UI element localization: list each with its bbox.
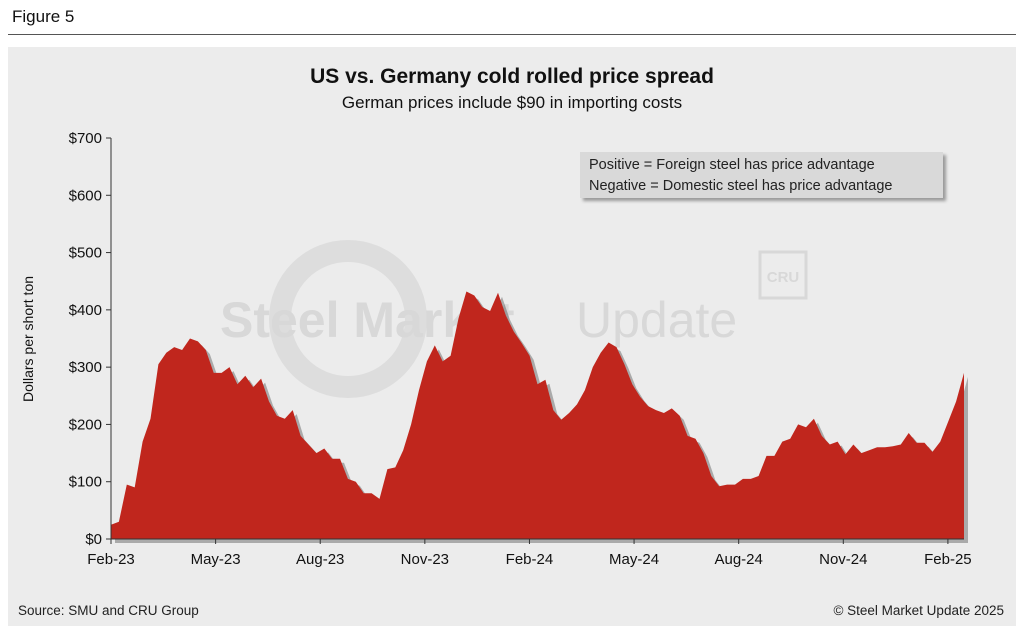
chart-subtitle: German prices include $90 in importing c… bbox=[341, 93, 683, 112]
watermark-swoosh-icon bbox=[269, 240, 427, 398]
y-tick-label: $0 bbox=[85, 531, 102, 548]
chart-panel: Steel Market Update CRU $0 $100 $200 $300 $4… bbox=[8, 47, 1016, 626]
y-tick-label: $600 bbox=[69, 187, 102, 204]
spread-area bbox=[111, 291, 964, 539]
x-axis: Feb-23 May-23 Aug-23 Nov-23 Feb-24 May-24 Aug-… bbox=[87, 538, 972, 568]
x-tick-label: Feb-24 bbox=[506, 551, 554, 568]
x-tick-label: Nov-24 bbox=[819, 551, 867, 568]
watermark-badge-box bbox=[758, 250, 808, 300]
x-tick-label: Feb-23 bbox=[87, 551, 135, 568]
legend-note-positive: Positive = Foreign steel has price advan… bbox=[589, 157, 875, 173]
chart-title: US vs. Germany cold rolled price spread bbox=[310, 65, 714, 88]
y-tick-label: $100 bbox=[69, 474, 102, 491]
watermark-badge-text: CRU bbox=[767, 269, 800, 286]
y-axis: $0 $100 $200 $300 $400 $500 $600 $700 bbox=[69, 130, 112, 548]
y-tick-label: $500 bbox=[69, 245, 102, 262]
y-tick-label: $400 bbox=[69, 302, 102, 319]
chart-canvas: Steel Market Update CRU $0$100$200$300$4… bbox=[20, 130, 972, 568]
x-tick-label: Feb-25 bbox=[924, 551, 972, 568]
x-tick-label: Nov-23 bbox=[401, 551, 449, 568]
legend-note-negative: Negative = Domestic steel has price adva… bbox=[589, 178, 893, 194]
figure-label: Figure 5 bbox=[12, 7, 75, 26]
x-tick-label: May-24 bbox=[609, 551, 659, 568]
x-tick-label: May-23 bbox=[191, 551, 241, 568]
y-tick-label: $200 bbox=[69, 416, 102, 433]
legend-note: Positive = Foreign steel has price advan… bbox=[580, 152, 943, 198]
y-tick-label: $700 bbox=[69, 130, 102, 147]
source-note: Source: SMU and CRU Group bbox=[18, 603, 199, 618]
copyright-note: © Steel Market Update 2025 bbox=[833, 603, 1004, 618]
watermark-brand-light: Update bbox=[576, 292, 737, 348]
figure-divider bbox=[8, 34, 1016, 35]
y-axis-title: Dollars per short ton bbox=[20, 276, 36, 402]
x-tick-label: Aug-24 bbox=[714, 551, 762, 568]
area-layer bbox=[111, 291, 968, 543]
y-tick-label: $300 bbox=[69, 359, 102, 376]
x-tick-label: Aug-23 bbox=[296, 551, 344, 568]
